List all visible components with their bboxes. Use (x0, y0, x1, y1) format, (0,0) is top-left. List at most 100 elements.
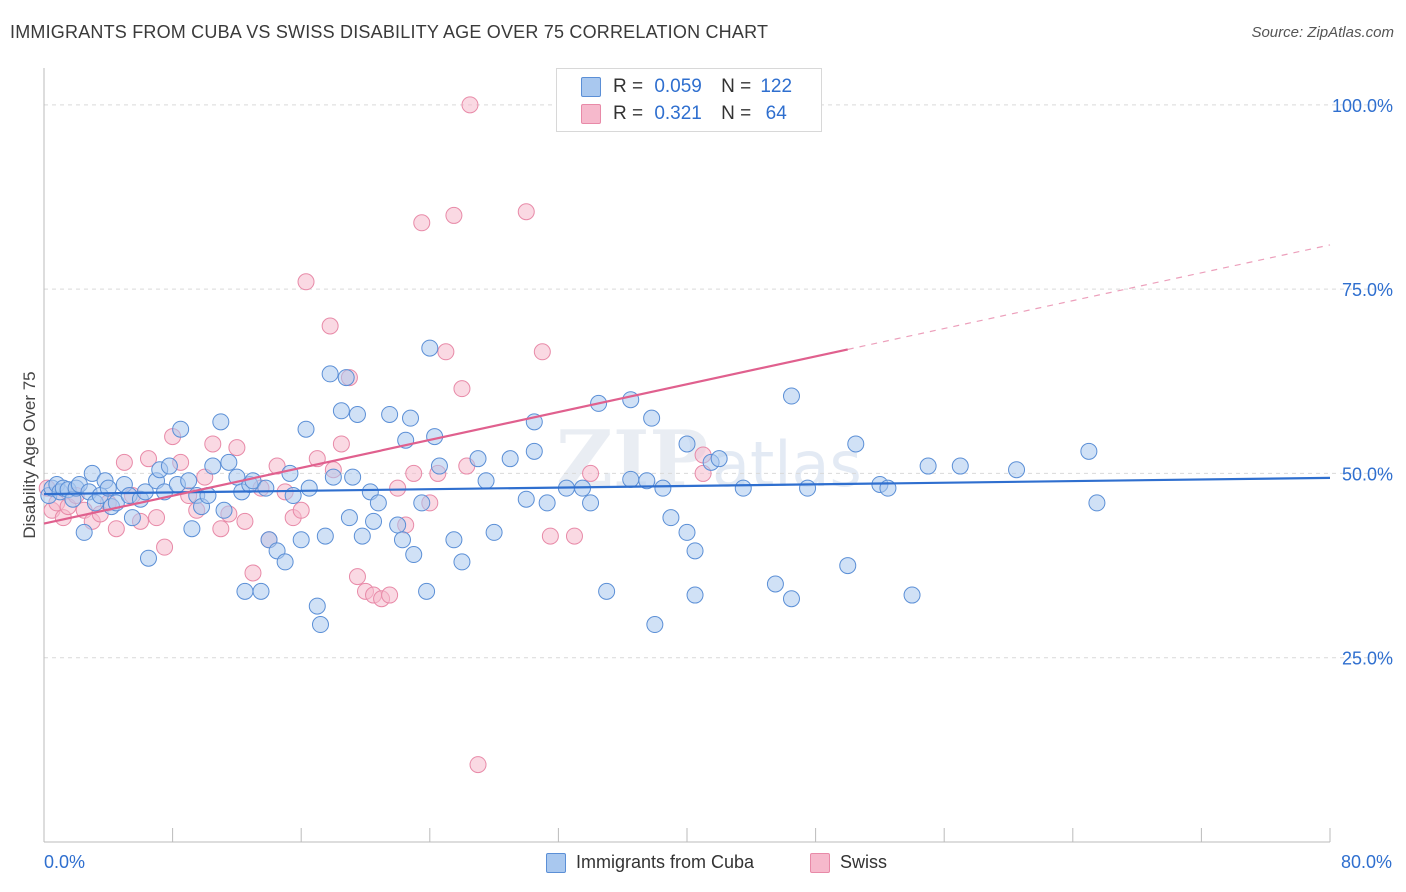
data-point (215, 501, 233, 519)
data-point (252, 582, 270, 600)
y-tick-label: 50.0% (1342, 464, 1393, 484)
data-point (686, 586, 704, 604)
data-point (654, 479, 672, 497)
data-point (782, 590, 800, 608)
data-point (445, 206, 463, 224)
data-point (517, 203, 535, 221)
data-point (344, 468, 362, 486)
data-point (236, 512, 254, 530)
data-point (204, 457, 222, 475)
data-point (381, 405, 399, 423)
data-point (421, 339, 439, 357)
chart-title: IMMIGRANTS FROM CUBA VS SWISS DISABILITY… (10, 22, 769, 42)
data-point (782, 387, 800, 405)
data-point (662, 509, 680, 527)
legend-item-swiss: Swiss (810, 852, 887, 873)
data-point (236, 582, 254, 600)
series-legend: Immigrants from Cuba Swiss (0, 852, 1406, 878)
data-point (453, 553, 471, 571)
trend-line-solid (43, 476, 1331, 496)
data-point (538, 494, 556, 512)
data-point (308, 597, 326, 615)
data-point (300, 479, 318, 497)
data-point (353, 527, 371, 545)
data-point (393, 531, 411, 549)
y-tick-label: 25.0% (1342, 649, 1393, 669)
n-value: 64 (765, 103, 787, 124)
data-point (324, 468, 342, 486)
data-point (332, 402, 350, 420)
data-point (348, 568, 366, 586)
legend-label: Immigrants from Cuba (576, 852, 755, 872)
data-point (365, 512, 383, 530)
trend-line-dashed (847, 244, 1331, 350)
trend-line-solid (43, 348, 848, 525)
stats-row-swiss: R = 0.321 N = 64 (581, 101, 801, 127)
axes (43, 68, 1331, 843)
data-point (381, 586, 399, 604)
data-point (139, 450, 157, 468)
data-point (297, 420, 315, 438)
data-point (212, 413, 230, 431)
r-label: R = (613, 76, 644, 97)
data-point (257, 479, 275, 497)
data-point (461, 96, 479, 114)
x-min-label: 0.0% (44, 852, 86, 872)
data-point (348, 405, 366, 423)
data-point (445, 531, 463, 549)
data-point (281, 464, 299, 482)
data-point (643, 409, 661, 427)
pink-swatch (581, 104, 601, 124)
data-point (533, 343, 551, 361)
data-point (183, 520, 201, 538)
data-point (321, 317, 339, 335)
data-point (485, 523, 503, 541)
data-point (321, 365, 339, 383)
data-point (453, 380, 471, 398)
data-point (204, 435, 222, 453)
n-label: N = (721, 76, 752, 97)
data-point (316, 527, 334, 545)
data-point (160, 457, 178, 475)
data-point (622, 470, 640, 488)
data-point (413, 494, 431, 512)
data-point (437, 343, 455, 361)
svg-text:atlas: atlas (712, 428, 862, 501)
data-point (469, 450, 487, 468)
source-credit: Source: ZipAtlas.com (1251, 24, 1394, 41)
legend-item-cuba: Immigrants from Cuba (546, 852, 754, 873)
data-point (919, 457, 937, 475)
data-point (172, 420, 190, 438)
data-point (903, 586, 921, 604)
data-point (1088, 494, 1106, 512)
r-label: R = (613, 103, 644, 124)
pink-swatch (810, 852, 830, 873)
y-tick-label: 75.0% (1342, 280, 1393, 300)
data-point (501, 450, 519, 468)
data-point (405, 546, 423, 564)
n-label: N = (721, 103, 752, 124)
data-point (297, 273, 315, 291)
data-point (766, 575, 784, 593)
data-point (598, 582, 616, 600)
data-point (148, 509, 166, 527)
data-point (426, 428, 444, 446)
data-point (75, 523, 93, 541)
data-point (115, 453, 133, 471)
data-point (389, 516, 407, 534)
data-point (710, 450, 728, 468)
data-point (156, 538, 174, 556)
data-point (678, 435, 696, 453)
data-point (337, 369, 355, 387)
data-point (244, 564, 262, 582)
data-point (332, 435, 350, 453)
data-point (430, 457, 448, 475)
r-value: 0.059 (654, 76, 702, 97)
data-point (469, 756, 487, 774)
data-point (212, 520, 230, 538)
data-point (582, 464, 600, 482)
blue-swatch (581, 77, 601, 97)
legend-label: Swiss (840, 852, 888, 872)
data-point (292, 501, 310, 519)
data-point (292, 531, 310, 549)
